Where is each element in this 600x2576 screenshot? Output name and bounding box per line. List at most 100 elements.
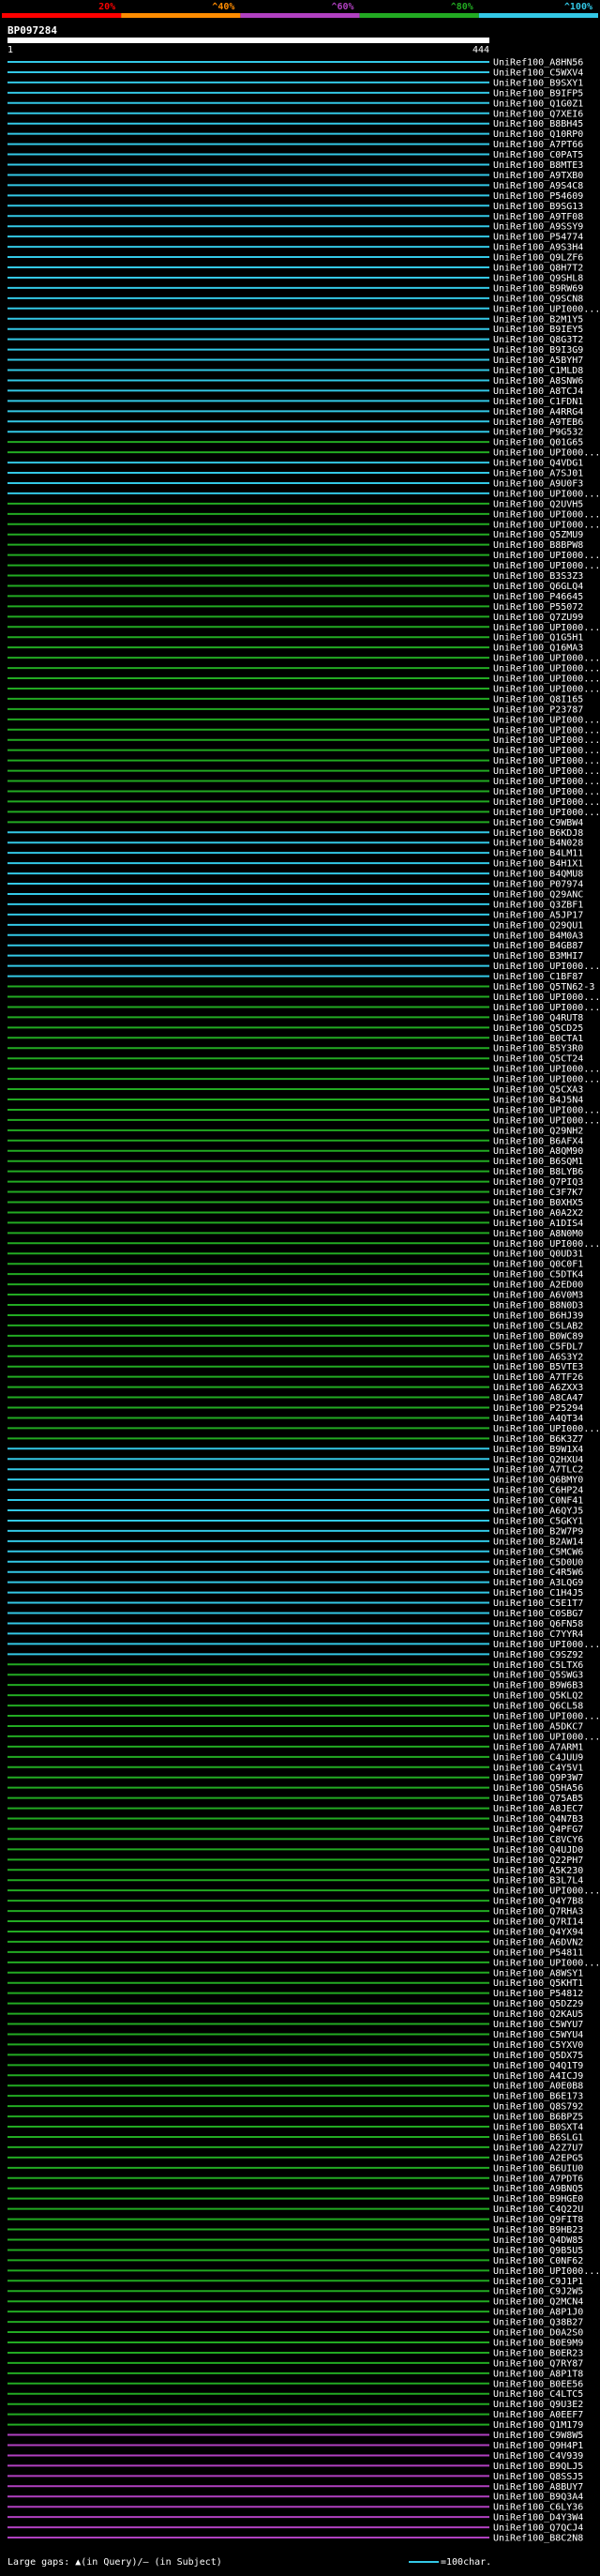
hit-label[interactable]: UniRef100_Q7QCJ4 — [493, 2523, 583, 2534]
hit-label[interactable]: UniRef100_C5WYU4 — [493, 2030, 583, 2040]
hit-label[interactable]: UniRef100_UPI000... — [493, 1065, 600, 1075]
hit-label[interactable]: UniRef100_B6E173 — [493, 2092, 583, 2102]
hit-label[interactable]: UniRef100_B0XHX5 — [493, 1198, 583, 1208]
hit-label[interactable]: UniRef100_C5WXV4 — [493, 68, 583, 78]
hit-label[interactable]: UniRef100_Q7RY87 — [493, 2358, 583, 2369]
hit-label[interactable]: UniRef100_B0SXT4 — [493, 2123, 583, 2133]
hit-label[interactable]: UniRef100_A8BUY7 — [493, 2482, 583, 2493]
hit-label[interactable]: UniRef100_Q4DW85 — [493, 2235, 583, 2246]
hit-label[interactable]: UniRef100_C0PAT5 — [493, 150, 583, 160]
hit-label[interactable]: UniRef100_C4Q22U — [493, 2205, 583, 2215]
hit-label[interactable]: UniRef100_A8TCJ4 — [493, 386, 583, 397]
hit-label[interactable]: UniRef100_A9TF08 — [493, 212, 583, 222]
hit-label[interactable]: UniRef100_Q29QU1 — [493, 920, 583, 931]
hit-label[interactable]: UniRef100_B6HJ39 — [493, 1311, 583, 1321]
hit-label[interactable]: UniRef100_A7TLC2 — [493, 1465, 583, 1476]
hit-label[interactable]: UniRef100_UPI000... — [493, 448, 600, 459]
hit-label[interactable]: UniRef100_UPI000... — [493, 808, 600, 818]
hit-label[interactable]: UniRef100_UPI000... — [493, 623, 600, 633]
hit-label[interactable]: UniRef100_Q4VDG1 — [493, 459, 583, 469]
hit-label[interactable]: UniRef100_Q4YX94 — [493, 1927, 583, 1937]
hit-label[interactable]: UniRef100_UPI000... — [493, 735, 600, 746]
hit-label[interactable]: UniRef100_UPI000... — [493, 746, 600, 756]
hit-label[interactable]: UniRef100_UPI000... — [493, 1424, 600, 1434]
hit-label[interactable]: UniRef100_B3MHI7 — [493, 951, 583, 962]
hit-label[interactable]: UniRef100_UPI000... — [493, 787, 600, 797]
hit-label[interactable]: UniRef100_UPI000... — [493, 725, 600, 735]
hit-label[interactable]: UniRef100_B2M1Y5 — [493, 314, 583, 325]
hit-label[interactable]: UniRef100_Q5HA56 — [493, 1783, 583, 1794]
hit-label[interactable]: UniRef100_Q3ZBF1 — [493, 900, 583, 910]
hit-label[interactable]: UniRef100_B9Q3A4 — [493, 2493, 583, 2503]
hit-label[interactable]: UniRef100_B0WC89 — [493, 1331, 583, 1341]
hit-label[interactable]: UniRef100_Q2HXU4 — [493, 1455, 583, 1465]
hit-label[interactable]: UniRef100_C4Y5V1 — [493, 1763, 583, 1773]
hit-label[interactable]: UniRef100_C0NF41 — [493, 1496, 583, 1507]
hit-label[interactable]: UniRef100_P54811 — [493, 1947, 583, 1958]
hit-label[interactable]: UniRef100_B9SG13 — [493, 202, 583, 212]
hit-label[interactable]: UniRef100_UPI000... — [493, 1115, 600, 1126]
hit-label[interactable]: UniRef100_P9G532 — [493, 428, 583, 438]
hit-label[interactable]: UniRef100_P55072 — [493, 602, 583, 613]
hit-label[interactable]: UniRef100_Q7ZU99 — [493, 613, 583, 623]
hit-label[interactable]: UniRef100_A8N0M0 — [493, 1229, 583, 1239]
hit-label[interactable]: UniRef100_A4QT34 — [493, 1414, 583, 1424]
hit-label[interactable]: UniRef100_A8WSY1 — [493, 1968, 583, 1978]
hit-label[interactable]: UniRef100_B0E9M9 — [493, 2338, 583, 2348]
hit-label[interactable]: UniRef100_B8N0D3 — [493, 1301, 583, 1311]
hit-label[interactable]: UniRef100_B8MTE3 — [493, 160, 583, 171]
hit-label[interactable]: UniRef100_C5MCW6 — [493, 1547, 583, 1557]
hit-label[interactable]: UniRef100_A3LQG9 — [493, 1578, 583, 1588]
hit-label[interactable]: UniRef100_Q9H4P1 — [493, 2441, 583, 2451]
hit-label[interactable]: UniRef100_B6BPZ5 — [493, 2113, 583, 2123]
hit-label[interactable]: UniRef100_A4ICJ9 — [493, 2071, 583, 2082]
hit-label[interactable]: UniRef100_A8P1T8 — [493, 2369, 583, 2379]
hit-label[interactable]: UniRef100_C9J1P1 — [493, 2277, 583, 2287]
hit-label[interactable]: UniRef100_P54812 — [493, 1989, 583, 1999]
hit-label[interactable]: UniRef100_A5JP17 — [493, 910, 583, 920]
hit-label[interactable]: UniRef100_Q6BMY0 — [493, 1476, 583, 1486]
hit-label[interactable]: UniRef100_C4R5W6 — [493, 1568, 583, 1578]
hit-label[interactable]: UniRef100_B4H1X1 — [493, 859, 583, 870]
hit-label[interactable]: UniRef100_Q5DZ29 — [493, 1999, 583, 2009]
hit-label[interactable]: UniRef100_C5WYU7 — [493, 2020, 583, 2030]
hit-label[interactable]: UniRef100_UPI000... — [493, 509, 600, 520]
hit-label[interactable]: UniRef100_UPI000... — [493, 1712, 600, 1722]
hit-label[interactable]: UniRef100_Q8G3T2 — [493, 335, 583, 345]
hit-label[interactable]: UniRef100_A0A2X2 — [493, 1208, 583, 1219]
hit-label[interactable]: UniRef100_UPI000... — [493, 1887, 600, 1897]
hit-label[interactable]: UniRef100_Q0UD31 — [493, 1250, 583, 1260]
hit-label[interactable]: UniRef100_A9TXB0 — [493, 171, 583, 181]
hit-label[interactable]: UniRef100_Q7RI14 — [493, 1917, 583, 1928]
hit-label[interactable]: UniRef100_B8BH45 — [493, 119, 583, 129]
hit-label[interactable]: UniRef100_A5DKC7 — [493, 1721, 583, 1732]
hit-label[interactable]: UniRef100_UPI000... — [493, 1105, 600, 1115]
hit-label[interactable]: UniRef100_A7PT66 — [493, 140, 583, 150]
hit-label[interactable]: UniRef100_Q4PFG7 — [493, 1825, 583, 1835]
hit-label[interactable]: UniRef100_Q8S792 — [493, 2102, 583, 2113]
hit-label[interactable]: UniRef100_B9HB23 — [493, 2225, 583, 2235]
hit-label[interactable]: UniRef100_UPI000... — [493, 1958, 600, 1968]
hit-label[interactable]: UniRef100_B4M0A3 — [493, 931, 583, 941]
hit-label[interactable]: UniRef100_B3L7L4 — [493, 1876, 583, 1887]
hit-label[interactable]: UniRef100_B9RW69 — [493, 283, 583, 294]
hit-label[interactable]: UniRef100_UPI000... — [493, 1640, 600, 1650]
hit-label[interactable]: UniRef100_Q9B5U5 — [493, 2246, 583, 2256]
hit-label[interactable]: UniRef100_A2Z7U7 — [493, 2143, 583, 2153]
hit-label[interactable]: UniRef100_P25294 — [493, 1403, 583, 1414]
hit-label[interactable]: UniRef100_A9SSY9 — [493, 222, 583, 233]
hit-label[interactable]: UniRef100_Q1G5H1 — [493, 633, 583, 644]
hit-label[interactable]: UniRef100_Q9LZF6 — [493, 253, 583, 264]
hit-label[interactable]: UniRef100_B3S3Z3 — [493, 571, 583, 582]
hit-label[interactable]: UniRef100_A0EEF7 — [493, 2410, 583, 2420]
hit-label[interactable]: UniRef100_C5YXV0 — [493, 2040, 583, 2051]
hit-label[interactable]: UniRef100_A5BYH7 — [493, 356, 583, 366]
hit-label[interactable]: UniRef100_B6SLG1 — [493, 2132, 583, 2143]
hit-label[interactable]: UniRef100_A9S3H4 — [493, 243, 583, 253]
hit-label[interactable]: UniRef100_UPI000... — [493, 551, 600, 561]
hit-label[interactable]: UniRef100_Q8I165 — [493, 694, 583, 705]
hit-label[interactable]: UniRef100_UPI000... — [493, 797, 600, 808]
hit-label[interactable]: UniRef100_UPI000... — [493, 489, 600, 499]
hit-label[interactable]: UniRef100_C5GKY1 — [493, 1516, 583, 1526]
hit-label[interactable]: UniRef100_C4LTC5 — [493, 2389, 583, 2400]
